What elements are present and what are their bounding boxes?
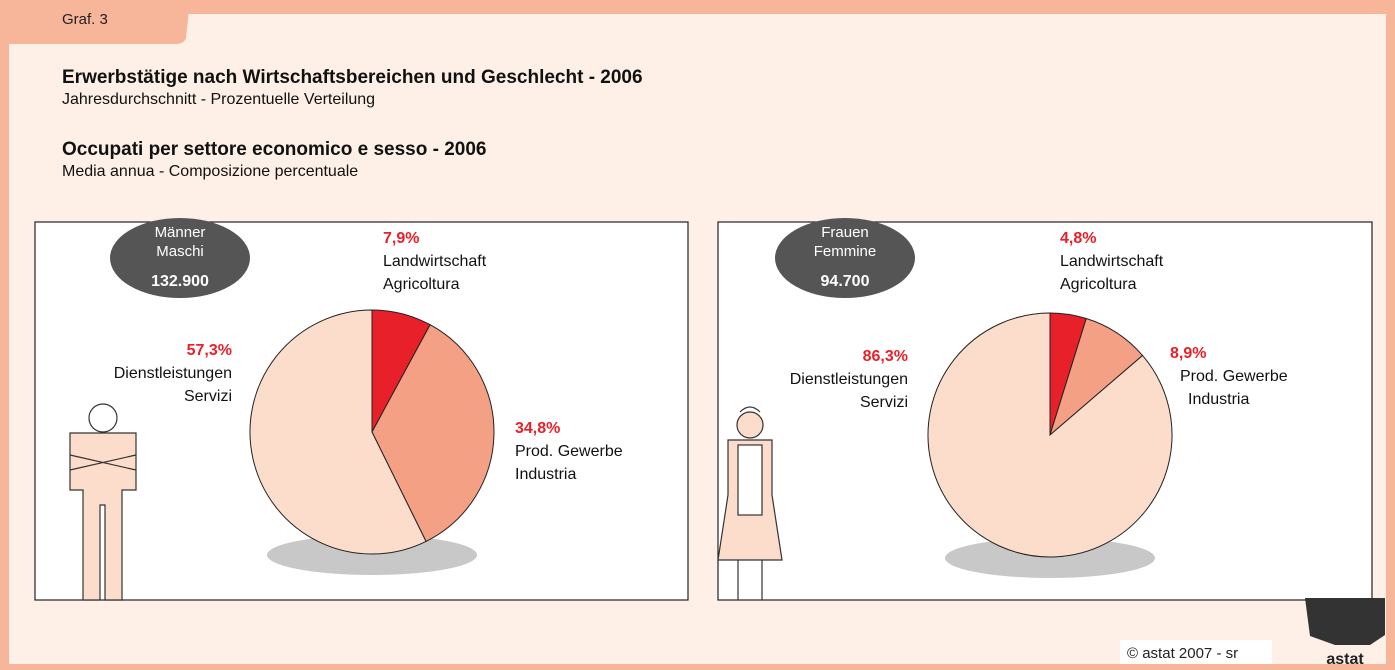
category-label: Prod. Gewerbe [515,443,623,460]
subtitle: Jahresdurchschnitt - Prozentuelle Vertei… [62,91,375,108]
category-label-it: Industria [1188,391,1249,408]
value-label: 8,9% [1170,345,1206,362]
value-label: 7,9% [383,230,419,247]
group-total: 94.700 [821,273,870,290]
value-label: 34,8% [515,420,560,437]
group-label: Männer [155,224,206,241]
category-label: Landwirtschaft [1060,253,1164,270]
category-label: Landwirtschaft [383,253,487,270]
page: { "tab": "Graf. 3", "title_de": "Erwerbs… [0,0,1395,670]
logo: astat [1326,651,1364,668]
category-label-it: Servizi [184,388,232,405]
group-label: Frauen [821,224,869,241]
value-label: 57,3% [187,342,232,359]
category-label-it: Agricoltura [383,276,460,293]
tab-label: Graf. 3 [62,11,108,28]
category-label: Dienstleistungen [790,371,908,388]
logo-shape [1305,598,1385,645]
group-total: 132.900 [151,273,209,290]
chart: Graf. 3 Erwerbstätige nach Wirtschaftsbe… [0,0,1395,670]
category-label-it: Agricoltura [1060,276,1137,293]
subtitle: Media annua - Composizione percentuale [62,163,358,180]
group-label: Maschi [156,243,204,260]
footer: © astat 2007 - sr [1127,645,1238,662]
category-label-it: Industria [515,466,576,483]
group-label: Femmine [814,243,877,260]
category-label: Prod. Gewerbe [1180,368,1288,385]
category-label: Dienstleistungen [114,365,232,382]
title: Erwerbstätige nach Wirtschaftsbereichen … [62,67,643,88]
value-label: 4,8% [1060,230,1096,247]
title: Occupati per settore economico e sesso -… [62,139,487,160]
category-label-it: Servizi [860,394,908,411]
value-label: 86,3% [863,348,908,365]
